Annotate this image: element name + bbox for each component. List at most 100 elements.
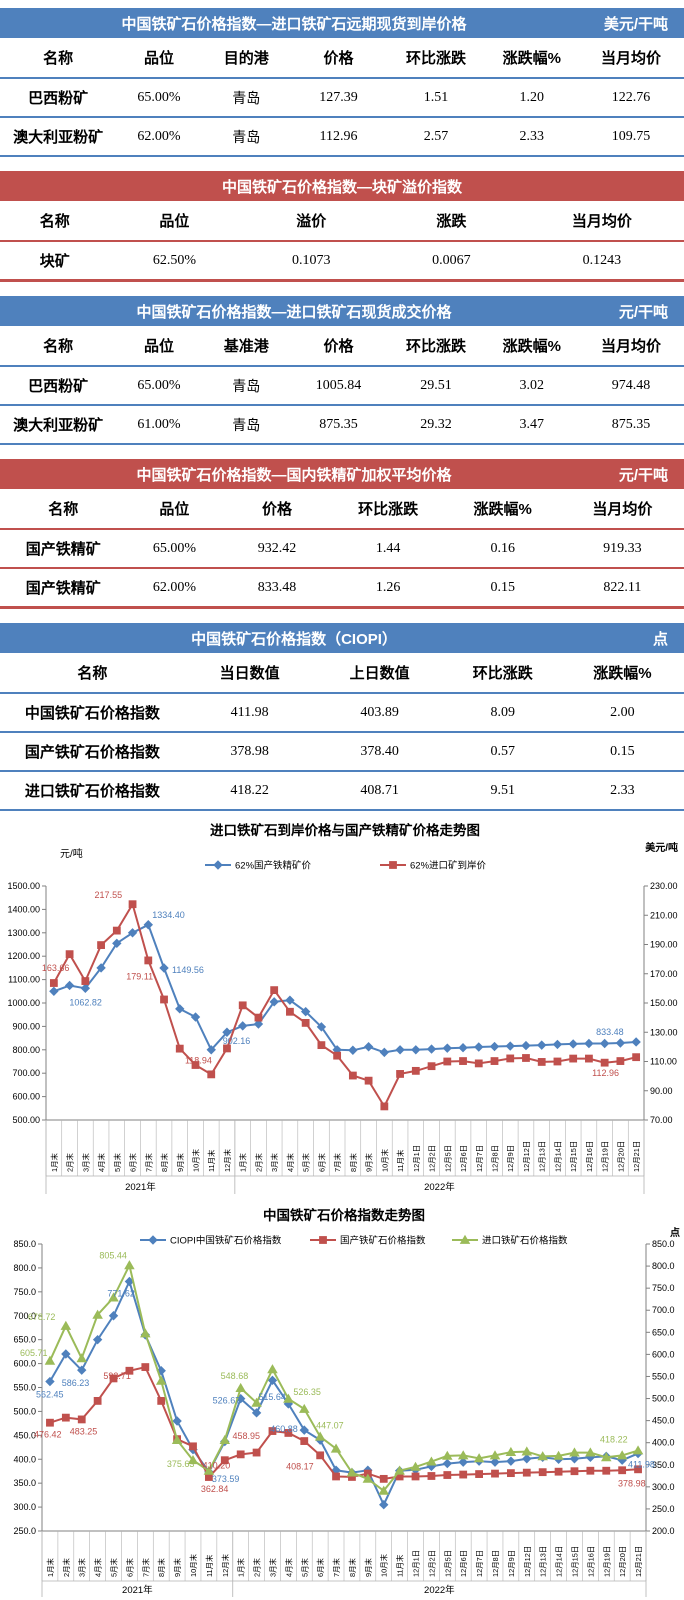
diamond-marker-icon: [348, 1045, 358, 1055]
triangle-marker-icon: [298, 1403, 310, 1413]
right-tick-label: 350.0: [652, 1460, 675, 1470]
diamond-marker-icon: [458, 1042, 468, 1053]
triangle-marker-icon: [569, 1447, 580, 1457]
square-marker-icon: [93, 1396, 102, 1405]
x-tick-label: 12月19日: [602, 1546, 611, 1577]
x-tick-label: 12月1日: [412, 1145, 421, 1172]
column-header: 价格: [323, 338, 354, 355]
value-cell: 822.11: [603, 579, 642, 595]
charts: 进口铁矿石到岸价格与国产铁精矿价格走势图 元/吨 美元/吨 62%国产铁精矿价 62%进…: [0, 817, 684, 1600]
x-tick-label: 11月末: [396, 1554, 405, 1577]
diamond-marker-icon: [49, 986, 59, 997]
value-cell: 109.75: [611, 128, 651, 144]
x-tick-label: 9月末: [173, 1557, 182, 1577]
value-cell: 0.15: [610, 743, 635, 759]
legend-item: 62%进口矿到岸价: [380, 860, 487, 872]
square-marker-icon: [301, 1018, 310, 1027]
x-tick-label: 4月末: [94, 1557, 103, 1577]
column-header: 当月均价: [600, 338, 661, 355]
chart-title: 中国铁矿石价格指数走势图: [263, 1207, 425, 1223]
diamond-marker-icon: [61, 1349, 71, 1359]
x-tick-label: 12月1日: [412, 1550, 421, 1577]
data-point-label: 592.71: [103, 1371, 131, 1381]
data-point-label: 362.84: [201, 1484, 229, 1494]
value-cell: 408.71: [360, 782, 399, 798]
triangle-marker-icon: [44, 1355, 56, 1365]
diamond-marker-icon: [522, 1454, 532, 1464]
square-marker-icon: [252, 1448, 261, 1457]
column-header: 名称: [39, 213, 70, 230]
right-tick-label: 400.0: [652, 1438, 675, 1448]
right-tick-label: 250.0: [652, 1504, 675, 1514]
x-tick-label: 10月末: [192, 1148, 201, 1172]
square-marker-icon: [286, 1007, 294, 1016]
row-name-cell: 澳大利亚粉矿: [13, 417, 104, 434]
column-header: 当月均价: [600, 50, 661, 67]
data-point-label: 410.20: [203, 1460, 231, 1470]
square-marker-icon: [427, 1472, 436, 1480]
x-tick-label: 12月6日: [459, 1145, 468, 1172]
table-unit: 元/干吨: [618, 303, 668, 321]
column-header: 上日数值: [349, 665, 410, 682]
diamond-marker-icon: [172, 1416, 182, 1426]
data-point-label: 458.95: [232, 1431, 260, 1441]
square-marker-icon: [236, 1450, 245, 1459]
right-tick-label: 550.0: [652, 1371, 675, 1381]
triangle-marker-icon: [585, 1447, 596, 1457]
right-tick-label: 600.0: [652, 1349, 675, 1359]
square-marker-icon: [427, 1062, 436, 1071]
price-table-3: 中国铁矿石价格指数—国内铁精矿加权平均价格 元/干吨 名称 品位 价格 环比涨跌 涨跌幅% 当…: [0, 459, 684, 609]
data-point-label: 1334.40: [152, 910, 185, 920]
square-marker-icon: [317, 1041, 326, 1050]
right-tick-label: 700.0: [652, 1305, 675, 1315]
right-tick-label: 210.00: [650, 910, 678, 920]
diamond-marker-icon: [599, 1038, 610, 1049]
square-marker-icon: [522, 1468, 531, 1477]
column-header: 价格: [261, 501, 292, 518]
row-name-cell: 巴西粉矿: [28, 378, 89, 395]
triangle-marker-icon: [203, 1465, 215, 1475]
data-point-label: 526.67: [213, 1396, 241, 1406]
diamond-marker-icon: [238, 1021, 248, 1031]
table-title: 中国铁矿石价格指数—进口铁矿石现货成交价格: [136, 303, 452, 321]
square-marker-icon: [554, 1467, 563, 1476]
column-header: 品位: [144, 338, 175, 355]
value-cell: 875.35: [611, 416, 651, 432]
square-marker-icon: [333, 1051, 342, 1060]
value-cell: 65.00%: [152, 540, 196, 556]
table-header-bar: 中国铁矿石价格指数—进口铁矿石远期现货到岸价格 美元/干吨: [0, 8, 684, 38]
x-tick-label: 12月13日: [539, 1546, 548, 1577]
column-header: 涨跌: [436, 213, 467, 230]
diamond-marker-icon: [213, 860, 223, 870]
value-cell: 1005.84: [315, 377, 362, 393]
x-tick-label: 8月末: [160, 1152, 169, 1172]
square-marker-icon: [553, 1057, 562, 1066]
right-tick-label: 110.00: [650, 1057, 677, 1067]
data-table: 名称 品位 溢价 涨跌 当月均价 块矿 62.50% 0.1073 0.0067 0.1243: [0, 201, 684, 282]
triangle-marker-icon: [171, 1434, 183, 1445]
x-tick-label: 3月末: [270, 1152, 279, 1172]
triangle-marker-icon: [457, 1450, 469, 1460]
diamond-marker-icon: [222, 1027, 232, 1037]
x-tick-label: 5月末: [302, 1152, 311, 1172]
value-cell: 65.00%: [137, 89, 181, 105]
square-marker-icon: [474, 1059, 483, 1068]
year-group-label: 2021年: [122, 1584, 153, 1596]
x-tick-label: 12月5日: [443, 1145, 452, 1172]
x-tick-label: 1月末: [46, 1557, 55, 1577]
diamond-marker-icon: [552, 1039, 563, 1050]
left-tick-label: 500.00: [12, 1115, 40, 1125]
table-title: 中国铁矿石价格指数—块矿溢价指数: [221, 178, 462, 196]
triangle-marker-icon: [537, 1451, 548, 1461]
right-tick-label: 90.00: [650, 1086, 673, 1096]
triangle-marker-icon: [410, 1461, 421, 1471]
row-name-cell: 巴西粉矿: [28, 90, 89, 107]
square-marker-icon: [160, 995, 168, 1004]
table-header-bar: 中国铁矿石价格指数（CIOPI） 点: [0, 623, 684, 653]
x-tick-label: 12月21日: [634, 1546, 643, 1577]
right-tick-label: 170.00: [650, 969, 678, 979]
column-header: 溢价: [296, 213, 327, 230]
x-tick-label: 7月末: [333, 1152, 342, 1172]
square-marker-icon: [144, 956, 153, 965]
right-tick-label: 230.00: [650, 881, 678, 891]
